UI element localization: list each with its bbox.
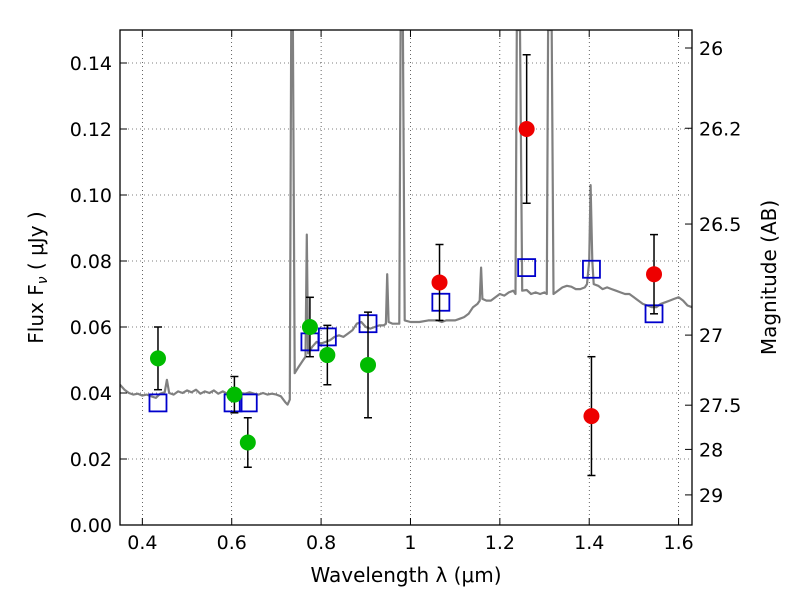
model-square-marker — [148, 393, 168, 413]
x-tick-label: 1.6 — [663, 532, 693, 554]
data-point — [646, 266, 663, 283]
y-tick-label: 0.06 — [70, 317, 112, 339]
data-point — [319, 347, 336, 364]
y-tick-label: 0.08 — [70, 251, 112, 273]
y-axis-label-main: Flux F — [24, 284, 48, 343]
y2-tick-label: 26.2 — [699, 118, 741, 140]
y2-tick-label: 29 — [699, 485, 723, 507]
y-tick-label: 0.10 — [70, 185, 112, 207]
data-point — [360, 356, 377, 373]
x-tick-label: 0.8 — [306, 532, 336, 554]
y2-axis-label: Magnitude (AB) — [757, 200, 781, 355]
model-square-marker — [431, 292, 451, 312]
y-tick-label: 0.04 — [70, 383, 112, 405]
y2-tick-label: 27.5 — [699, 395, 741, 417]
y-axis-label: Flux Fν ( μJy ) — [24, 211, 51, 343]
data-point — [149, 350, 166, 367]
y2-tick-label: 27 — [699, 325, 723, 347]
y2-tick-label: 26.5 — [699, 214, 741, 236]
y-tick-label: 0.12 — [70, 119, 112, 141]
data-point — [518, 121, 535, 137]
plot-area — [120, 30, 692, 477]
x-axis-label: Wavelength λ (μm) — [310, 563, 501, 587]
model-square-marker — [517, 258, 537, 278]
y-tick-label: 0.02 — [70, 449, 112, 471]
model-square-marker — [238, 393, 258, 413]
spectrum-line — [120, 30, 692, 406]
data-point — [239, 434, 256, 451]
y-axis-label-unit: ( μJy ) — [24, 211, 48, 276]
x-tick-label: 1.4 — [574, 532, 604, 554]
x-tick-label: 1.2 — [485, 532, 515, 554]
plot-frame — [119, 29, 693, 526]
data-point — [226, 386, 243, 403]
data-point — [301, 319, 318, 335]
data-point — [583, 408, 600, 425]
x-tick-label: 1 — [404, 532, 416, 554]
y-tick-label: 0.00 — [70, 515, 112, 537]
y-tick-label: 0.14 — [70, 53, 112, 75]
y-axis-label-sub: ν — [35, 276, 51, 284]
y2-tick-label: 26 — [699, 38, 723, 60]
axis-ticks: 0.4 0.6 0.8 1 1.2 1.4 1.6 0.00 0.02 0.04 0.06 0.08 0… — [70, 30, 741, 554]
data-point — [431, 274, 448, 291]
x-tick-label: 0.6 — [217, 532, 247, 554]
x-tick-label: 0.4 — [127, 532, 157, 554]
y2-tick-label: 28 — [699, 439, 723, 461]
model-square-marker — [582, 259, 601, 279]
